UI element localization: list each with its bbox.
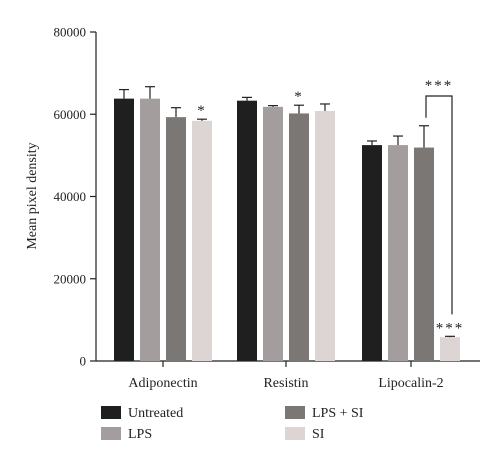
legend-label: LPS (128, 427, 152, 442)
bar (263, 106, 283, 361)
bar (362, 145, 382, 361)
legend-swatch (285, 406, 305, 419)
y-tick-label: 60000 (54, 107, 87, 122)
bar (289, 113, 309, 362)
bar (140, 98, 160, 361)
bar (192, 120, 212, 361)
y-axis-label: Mean pixel density (25, 142, 40, 249)
bar (237, 100, 257, 362)
x-axis: Adiponectin Resistin Lipocalin-2 (96, 360, 480, 391)
legend: Untreated LPS LPS + SI SI (101, 406, 364, 442)
annotations: ******** (197, 78, 465, 336)
bar (315, 110, 335, 362)
legend-label: Untreated (128, 406, 183, 421)
significance-marker: *** (436, 320, 465, 336)
bar (388, 145, 408, 361)
legend-swatch (101, 427, 121, 440)
x-tick-label: Resistin (263, 376, 308, 391)
bar (166, 117, 186, 361)
y-tick-label: 80000 (54, 25, 87, 40)
legend-swatch (285, 427, 305, 440)
significance-marker: * (197, 103, 207, 119)
y-tick-label: 0 (80, 354, 87, 369)
significance-bracket (425, 95, 453, 315)
legend-label: LPS + SI (312, 406, 364, 421)
legend-label: SI (312, 427, 325, 442)
y-axis: 0 20000 40000 60000 80000 (54, 25, 97, 369)
x-tick-label: Lipocalin-2 (378, 376, 443, 391)
bar (114, 98, 134, 361)
bracket-significance-marker: *** (425, 78, 454, 94)
y-tick-label: 20000 (54, 271, 87, 286)
x-tick-label: Adiponectin (128, 376, 197, 391)
legend-swatch (101, 406, 121, 419)
bars (114, 86, 460, 362)
bar (414, 147, 434, 361)
significance-marker: * (294, 89, 304, 105)
bar (440, 337, 460, 361)
y-tick-label: 40000 (54, 189, 87, 204)
